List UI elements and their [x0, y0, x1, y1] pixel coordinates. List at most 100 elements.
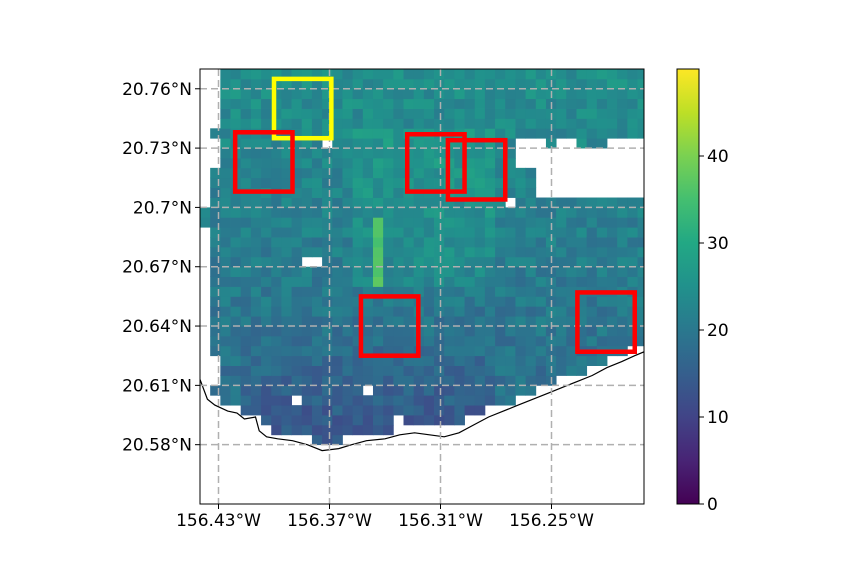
heatmap-cell [566, 227, 577, 238]
heatmap-cell [271, 355, 282, 366]
heatmap-cell [403, 118, 415, 129]
heatmap-cell [403, 365, 415, 376]
heatmap-cell [576, 138, 588, 149]
colorbar-tick-label: 30 [707, 234, 729, 254]
heatmap-cell [342, 365, 354, 376]
heatmap-cell [596, 108, 608, 119]
heatmap-cell [352, 148, 364, 159]
heatmap-cell [372, 385, 384, 396]
heatmap-cell [281, 395, 292, 406]
heatmap-cell [250, 98, 262, 109]
heatmap-cell [322, 434, 333, 446]
heatmap-cell [545, 217, 557, 228]
heatmap-cell [434, 217, 445, 228]
heatmap-cell [210, 197, 221, 208]
heatmap-cell [637, 227, 644, 238]
heatmap-cell [413, 365, 425, 376]
heatmap-cell [250, 177, 262, 189]
heatmap-cell [250, 365, 262, 376]
heatmap-cell [362, 316, 374, 327]
heatmap-cell [423, 246, 435, 258]
heatmap-cell [403, 88, 415, 100]
heatmap-cell [423, 69, 435, 80]
heatmap-cell [291, 276, 303, 287]
heatmap-cell [566, 296, 577, 307]
heatmap-cell [311, 385, 323, 396]
heatmap-cell [291, 326, 303, 337]
heatmap-cell [311, 128, 323, 139]
heatmap-cell [444, 375, 455, 386]
heatmap-cell [311, 345, 323, 357]
heatmap-cell [372, 237, 384, 248]
heatmap-cell [535, 345, 547, 357]
heatmap-cell [434, 355, 445, 366]
heatmap-cell [434, 69, 445, 70]
heatmap-cell [495, 78, 506, 90]
heatmap-cell [291, 187, 303, 198]
heatmap-cell [576, 365, 588, 376]
heatmap-cell [556, 237, 567, 248]
heatmap-cell [495, 256, 506, 268]
heatmap-cell [311, 88, 323, 100]
heatmap-cell [434, 306, 445, 317]
heatmap-cell [403, 306, 415, 317]
heatmap-cell [393, 385, 404, 396]
heatmap-cell [372, 157, 384, 169]
heatmap-cell [362, 167, 374, 179]
heatmap-cell [301, 405, 313, 416]
heatmap-cell [627, 128, 638, 139]
heatmap-cell [454, 306, 465, 317]
heatmap-cell [505, 88, 516, 100]
heatmap-cell [322, 424, 333, 436]
heatmap-cell [230, 276, 242, 287]
heatmap-cell [495, 108, 506, 119]
heatmap-cell [617, 256, 628, 268]
heatmap-cell [210, 266, 221, 278]
heatmap-cell [515, 227, 527, 238]
heatmap-cell [535, 78, 547, 90]
heatmap-cell [525, 217, 537, 228]
heatmap-cell [515, 118, 527, 129]
heatmap-cell [566, 108, 577, 119]
heatmap-cell [250, 296, 262, 307]
heatmap-cell [566, 276, 577, 287]
heatmap-cell [454, 69, 465, 80]
heatmap-cell [484, 157, 496, 169]
heatmap-cell [525, 88, 537, 100]
heatmap-cell [281, 266, 292, 278]
heatmap-cell [281, 405, 292, 416]
x-axis: 156.43°W 156.37°W 156.31°W 156.25°W [176, 504, 594, 531]
heatmap-cell [322, 246, 333, 258]
heatmap-cell [484, 286, 496, 297]
heatmap-cell [556, 69, 567, 70]
heatmap-cell [515, 246, 527, 258]
heatmap-cell [627, 108, 638, 119]
heatmap-cell [383, 306, 394, 317]
heatmap-cell [484, 316, 496, 327]
heatmap-cell [210, 296, 221, 307]
heatmap-cell [627, 118, 638, 129]
heatmap-cell [535, 306, 547, 317]
heatmap-cell [240, 316, 252, 327]
heatmap-cell [261, 207, 272, 218]
heatmap-cell [332, 217, 343, 228]
heatmap-cell [403, 98, 415, 109]
heatmap-cell [332, 207, 343, 218]
heatmap-cell [342, 128, 354, 139]
heatmap-cell [637, 306, 644, 317]
heatmap-cell [464, 296, 476, 307]
heatmap-cell [556, 306, 567, 317]
heatmap-cell [322, 395, 333, 406]
heatmap-cell [362, 138, 374, 149]
heatmap-cell [393, 365, 404, 376]
heatmap-cell [261, 385, 272, 396]
heatmap-cell [525, 326, 537, 337]
heatmap-cell [586, 118, 598, 129]
heatmap-cell [220, 98, 231, 109]
heatmap-cell [596, 335, 608, 347]
heatmap-cell [291, 128, 303, 139]
heatmap-cell [535, 296, 547, 307]
heatmap-cell [576, 276, 588, 287]
heatmap-cell [464, 286, 476, 297]
heatmap-cell [495, 385, 506, 396]
